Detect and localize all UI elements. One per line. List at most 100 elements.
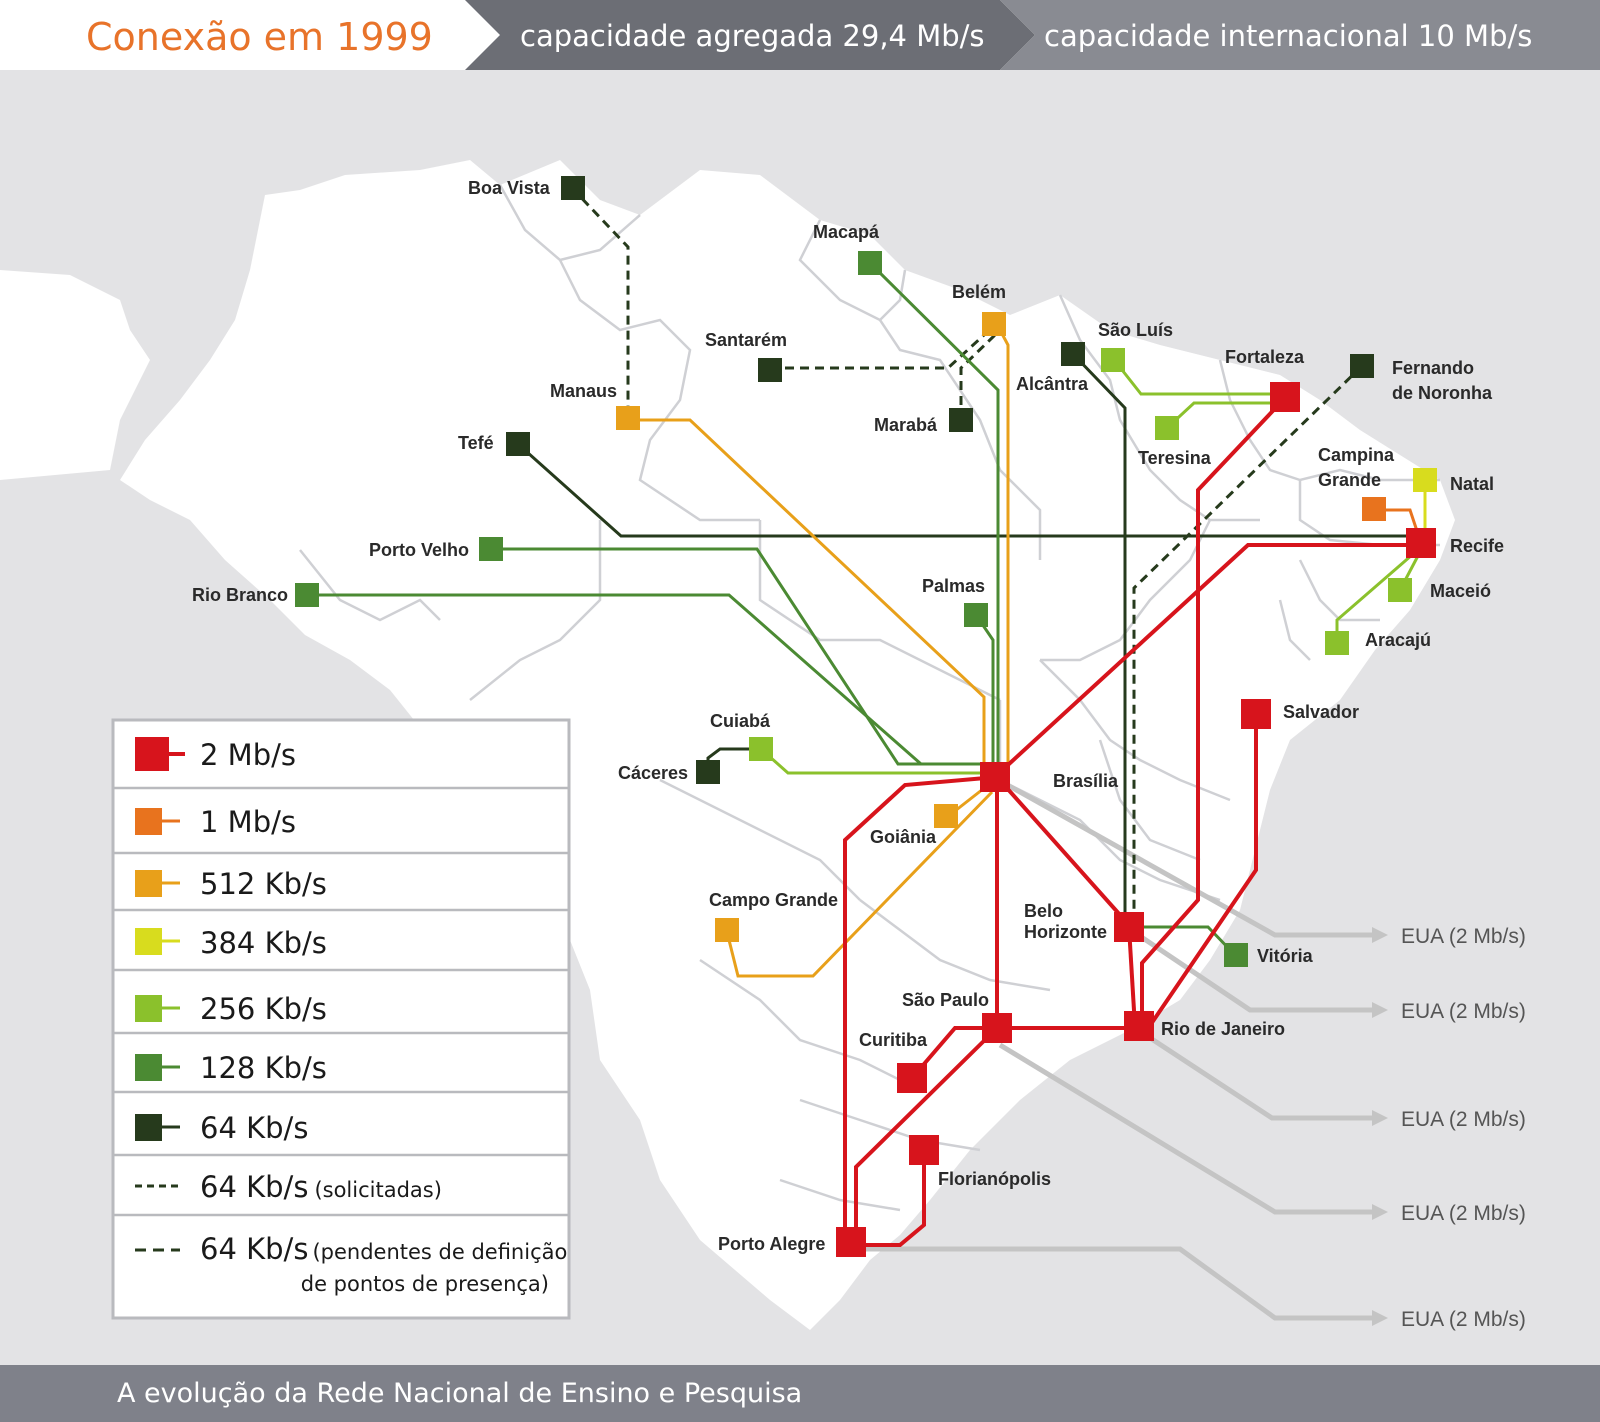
city-label-florianopolis: Florianópolis bbox=[938, 1169, 1051, 1189]
city-node-curitiba bbox=[897, 1063, 927, 1093]
city-label-vitoria: Vitória bbox=[1257, 946, 1314, 966]
campina-line-2: Grande bbox=[1318, 470, 1381, 490]
international-link-porto-alegre bbox=[856, 1246, 1375, 1321]
link-florianopolis-porto-alegre bbox=[856, 1150, 926, 1247]
link-campo-grande-brasilia bbox=[725, 790, 994, 978]
city-label-rio-branco: Rio Branco bbox=[192, 585, 288, 605]
international-arrowheads bbox=[1372, 927, 1388, 1326]
city-node-campina-grande bbox=[1362, 497, 1386, 521]
city-label-recife: Recife bbox=[1450, 536, 1504, 556]
eua-arrow-4 bbox=[1372, 1204, 1388, 1220]
city-label-salvador: Salvador bbox=[1283, 702, 1359, 722]
city-nodes bbox=[295, 176, 1437, 1257]
city-node-vitoria bbox=[1224, 943, 1248, 967]
legend-swatch-64kb bbox=[135, 1114, 162, 1141]
city-node-caceres bbox=[696, 760, 720, 784]
city-node-aracaju bbox=[1325, 631, 1349, 655]
city-label-manaus: Manaus bbox=[550, 381, 617, 401]
city-node-sao-luis bbox=[1101, 348, 1125, 372]
legend-swatch-256kb bbox=[135, 995, 162, 1022]
city-label-cuiaba: Cuiabá bbox=[710, 711, 771, 731]
header-aggregate-band bbox=[465, 0, 1035, 70]
city-label-fernando-de-noronha: Fernando de Noronha bbox=[1392, 358, 1493, 403]
city-label-alcantra: Alcântra bbox=[1016, 374, 1089, 394]
link-sao-paulo-porto-alegre bbox=[854, 1026, 999, 1243]
footer-band bbox=[0, 1365, 1600, 1422]
legend-swatch-2mb bbox=[135, 737, 169, 771]
city-node-brasilia bbox=[980, 762, 1010, 792]
link-fernando-belo-horizonte bbox=[1132, 364, 1364, 917]
eua-arrow-5 bbox=[1372, 1310, 1388, 1326]
city-label-aracaju: Aracajú bbox=[1365, 630, 1431, 650]
legend-label-384kb: 384 Kb/s bbox=[200, 926, 327, 960]
eua-label-4: EUA (2 Mb/s) bbox=[1401, 1202, 1526, 1225]
eua-label-1: EUA (2 Mb/s) bbox=[1401, 925, 1526, 948]
city-node-salvador bbox=[1241, 699, 1271, 729]
city-label-sao-luis: São Luís bbox=[1098, 320, 1173, 340]
eua-arrow-3 bbox=[1372, 1110, 1388, 1126]
legend-swatch-384kb bbox=[135, 928, 162, 955]
city-node-rio-de-janeiro bbox=[1124, 1011, 1154, 1041]
legend-label-512kb: 512 Kb/s bbox=[200, 867, 327, 901]
city-node-porto-alegre bbox=[836, 1227, 866, 1257]
header-international-capacity: capacidade internacional 10 Mb/s bbox=[1044, 19, 1532, 53]
city-node-campo-grande bbox=[715, 918, 739, 942]
eua-arrow-1 bbox=[1372, 927, 1388, 943]
header: Conexão em 1999 capacidade agregada 29,4… bbox=[86, 0, 1600, 70]
eua-label-5: EUA (2 Mb/s) bbox=[1401, 1308, 1526, 1331]
link-brasilia-porto-alegre bbox=[843, 775, 998, 1243]
header-international-band bbox=[1000, 0, 1600, 70]
city-node-belo-horizonte bbox=[1114, 912, 1144, 942]
city-node-natal bbox=[1413, 468, 1437, 492]
city-node-porto-velho bbox=[479, 537, 503, 561]
legend-label-solicitadas: 64 Kb/s (solicitadas) bbox=[200, 1170, 442, 1204]
legend-swatch-1mb bbox=[135, 808, 162, 835]
city-label-santarem: Santarém bbox=[705, 330, 787, 350]
eua-label-2: EUA (2 Mb/s) bbox=[1401, 1000, 1526, 1023]
city-label-curitiba: Curitiba bbox=[859, 1030, 928, 1050]
link-brasilia-belo-horizonte bbox=[995, 775, 1131, 927]
international-link-brasilia bbox=[993, 775, 1375, 938]
legend-swatch-512kb bbox=[135, 870, 162, 897]
link-manaus-brasilia bbox=[640, 418, 986, 770]
city-label-boa-vista: Boa Vista bbox=[468, 178, 551, 198]
city-node-maceio bbox=[1388, 578, 1412, 602]
city-node-belem bbox=[982, 312, 1006, 336]
link-salvador-rio bbox=[1147, 714, 1258, 1029]
link-tefe-recife bbox=[517, 442, 1420, 538]
legend-dividers bbox=[113, 786, 569, 1217]
city-node-macapa bbox=[858, 251, 882, 275]
legend-note-solicitadas: (solicitadas) bbox=[314, 1178, 441, 1202]
city-node-boa-vista bbox=[561, 176, 585, 200]
eua-labels: EUA (2 Mb/s) EUA (2 Mb/s) EUA (2 Mb/s) E… bbox=[1401, 925, 1526, 1331]
legend-label-2mb: 2 Mb/s bbox=[200, 738, 296, 772]
city-node-recife bbox=[1406, 528, 1436, 558]
link-brasilia-recife bbox=[995, 543, 1420, 777]
city-label-natal: Natal bbox=[1450, 474, 1494, 494]
legend-label-1mb: 1 Mb/s bbox=[200, 805, 296, 839]
city-label-goiania: Goiânia bbox=[870, 827, 937, 847]
legend-box bbox=[111, 718, 571, 1320]
fernando-line-1: Fernando bbox=[1392, 358, 1474, 378]
international-link-rio bbox=[1136, 1027, 1375, 1121]
city-node-fortaleza bbox=[1270, 382, 1300, 412]
city-label-rio-de-janeiro: Rio de Janeiro bbox=[1161, 1019, 1285, 1039]
city-label-sao-paulo: São Paulo bbox=[902, 990, 989, 1010]
link-boa-vista-manaus bbox=[570, 186, 630, 418]
campina-line-1: Campina bbox=[1318, 445, 1395, 465]
international-link-belo-horizonte bbox=[1126, 925, 1375, 1013]
city-labels: Boa Vista Macapá Belém Santarém Marabá M… bbox=[192, 178, 1504, 1254]
legend-label-pendentes-speed: 64 Kb/s bbox=[200, 1232, 308, 1266]
city-label-maraba: Marabá bbox=[874, 415, 938, 435]
city-label-campina-grande: Campina Grande bbox=[1318, 445, 1399, 490]
belo-line-1: Belo bbox=[1024, 901, 1063, 921]
city-label-campo-grande: Campo Grande bbox=[709, 890, 838, 910]
city-node-santarem bbox=[758, 358, 782, 382]
legend-label-128kb: 128 Kb/s bbox=[200, 1051, 327, 1085]
city-label-brasilia: Brasília bbox=[1053, 771, 1119, 791]
belo-line-2: Horizonte bbox=[1024, 922, 1107, 942]
link-fortaleza-rio bbox=[1140, 396, 1287, 1027]
international-links bbox=[856, 775, 1375, 1321]
legend-note-pendentes: (pendentes de definição bbox=[312, 1240, 567, 1264]
